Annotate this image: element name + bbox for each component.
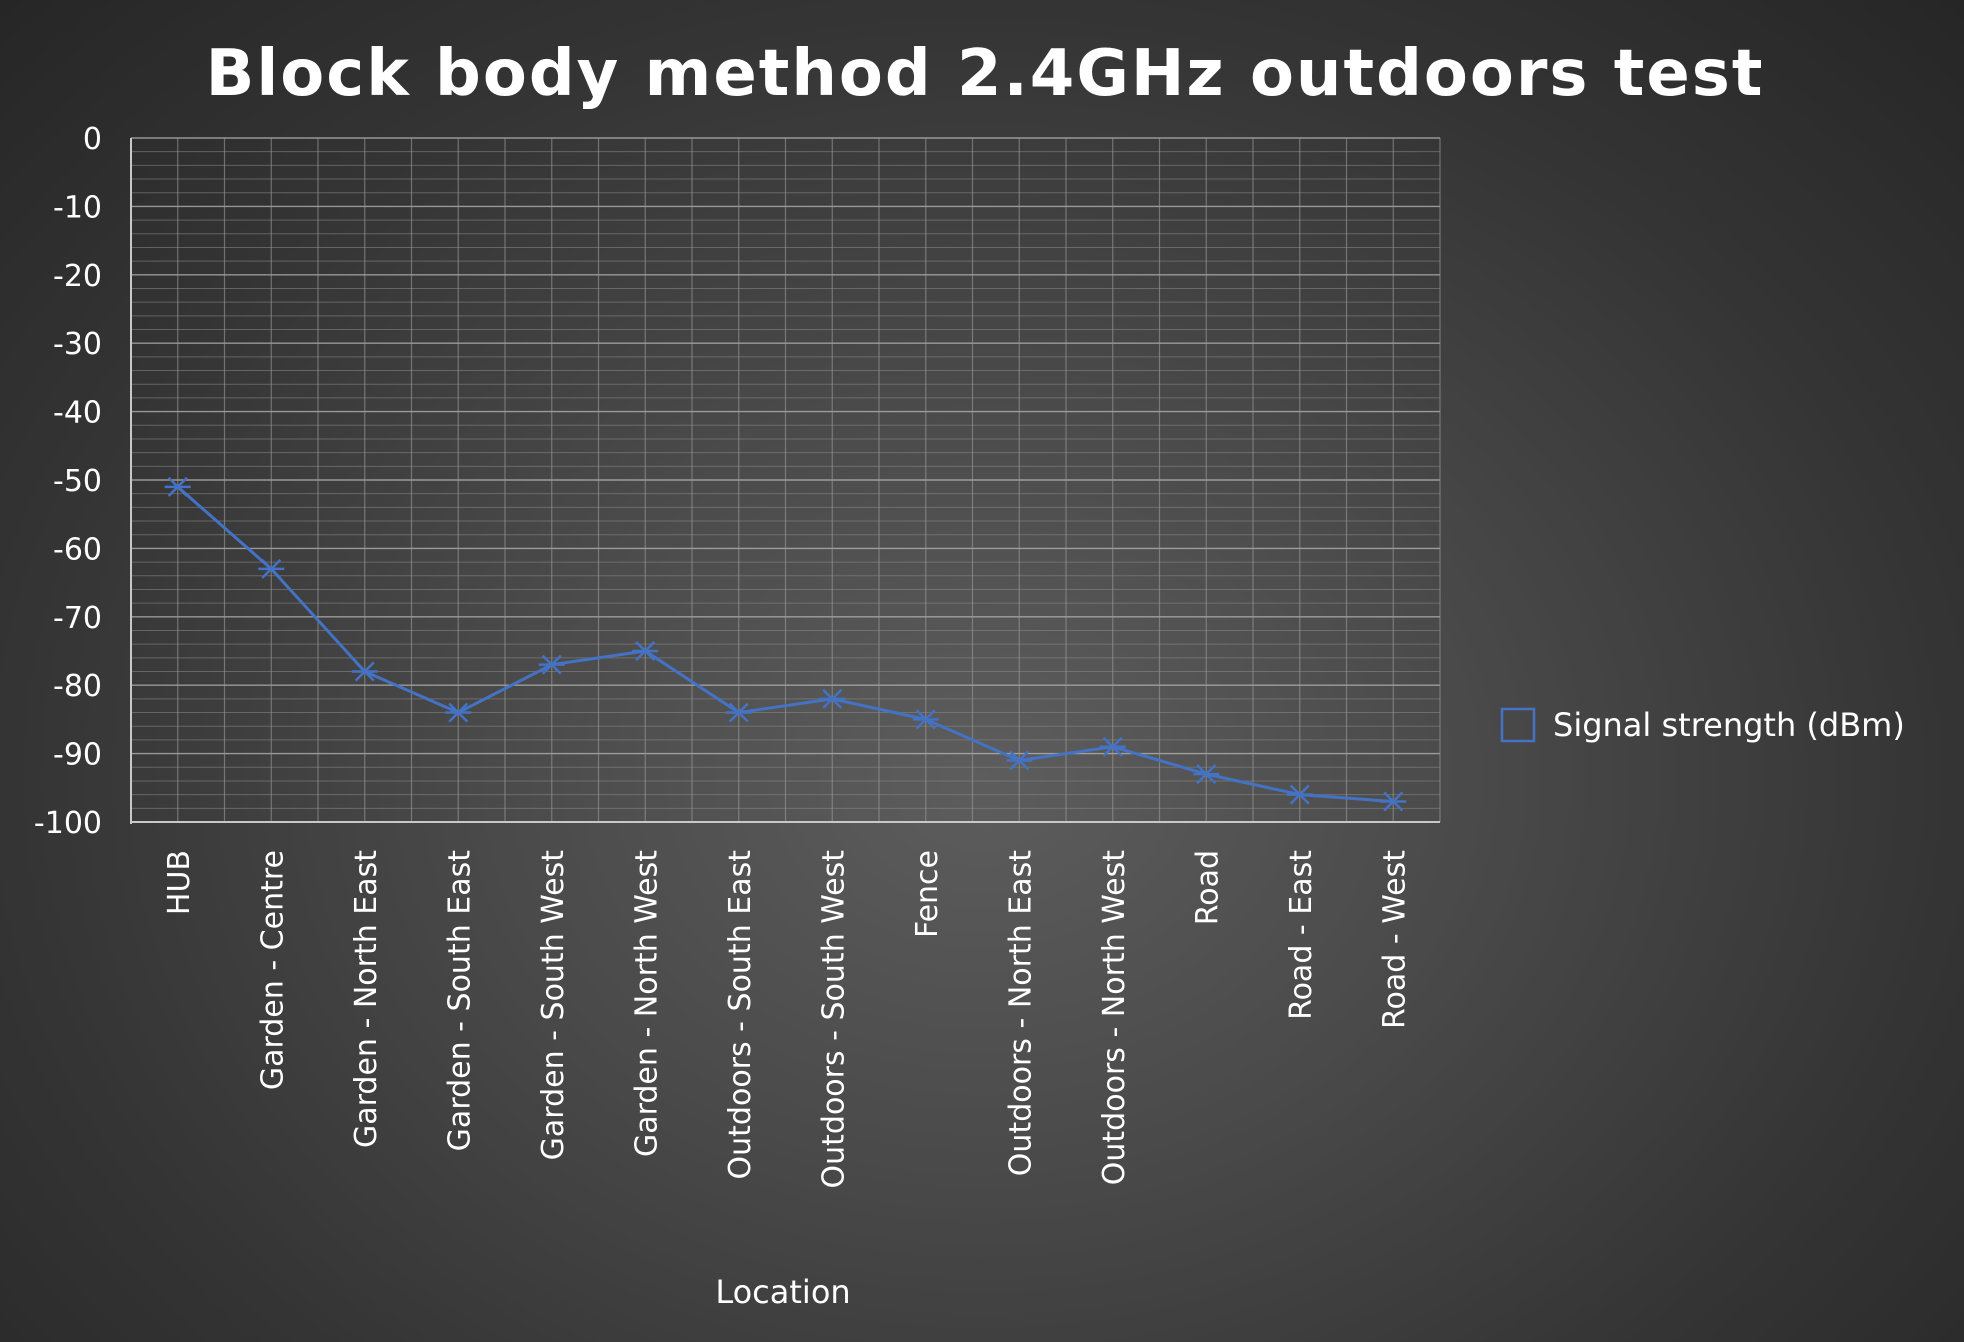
y-tick-label: -10 — [53, 190, 102, 225]
y-tick-label: -90 — [53, 738, 102, 773]
data-point-marker — [445, 702, 472, 723]
data-point-marker — [725, 702, 752, 723]
y-tick-label: -40 — [53, 396, 102, 431]
legend-label: Signal strength (dBm) — [1553, 706, 1905, 744]
series — [164, 476, 1407, 812]
data-point-marker — [351, 661, 378, 682]
y-tick-label: -50 — [53, 464, 102, 499]
data-point-marker — [1286, 784, 1313, 805]
x-tick-label: Garden - South West — [536, 850, 571, 1161]
data-point-marker — [1380, 791, 1407, 812]
y-tick-label: -60 — [53, 532, 102, 567]
x-tick-label: Road — [1190, 850, 1225, 925]
legend-swatch — [1500, 707, 1536, 743]
y-tick-label: 0 — [83, 122, 102, 157]
x-tick-label: Fence — [910, 850, 945, 938]
chart-title: Block body method 2.4GHz outdoors test — [206, 37, 1765, 111]
legend: Signal strength (dBm) — [1500, 706, 1905, 744]
x-tick-label: Garden - South East — [442, 850, 477, 1152]
data-point-marker — [1193, 764, 1220, 785]
series-line — [176, 485, 1394, 803]
x-tick-label: Garden - North East — [349, 850, 384, 1148]
data-point-marker — [1006, 750, 1033, 771]
data-point-marker — [1099, 736, 1126, 757]
y-tick-label: -70 — [53, 601, 102, 636]
x-tick-label: HUB — [162, 850, 197, 915]
grid — [130, 137, 1441, 823]
data-point-marker — [258, 558, 285, 579]
x-tick-label: Outdoors - South West — [816, 850, 851, 1189]
x-axis-title: Location — [715, 1273, 850, 1311]
x-axis-tick-labels: HUB Garden - Centre Garden - North East Gar… — [162, 850, 1413, 1189]
data-point-marker — [912, 709, 939, 730]
data-point-marker — [819, 688, 846, 709]
axes — [130, 138, 1440, 824]
x-tick-label: Outdoors - North West — [1097, 850, 1132, 1185]
y-tick-label: -30 — [53, 327, 102, 362]
x-tick-label: Road - East — [1284, 850, 1319, 1020]
y-tick-label: -100 — [34, 806, 102, 841]
data-point-marker — [538, 654, 565, 675]
data-point-marker — [632, 641, 659, 661]
x-tick-label: Garden - Centre — [255, 850, 290, 1090]
x-tick-label: Outdoors - South East — [723, 850, 758, 1180]
x-tick-label: Outdoors - North East — [1003, 850, 1038, 1176]
x-tick-label: Road - West — [1377, 850, 1412, 1029]
y-tick-label: -20 — [53, 259, 102, 294]
y-axis-tick-labels: 0 -10 -20 -30 -40 -50 -60 -70 -80 -90 -100 — [34, 122, 102, 841]
x-tick-label: Garden - North West — [629, 850, 664, 1157]
y-tick-label: -80 — [53, 669, 102, 704]
data-point-marker — [164, 476, 191, 497]
